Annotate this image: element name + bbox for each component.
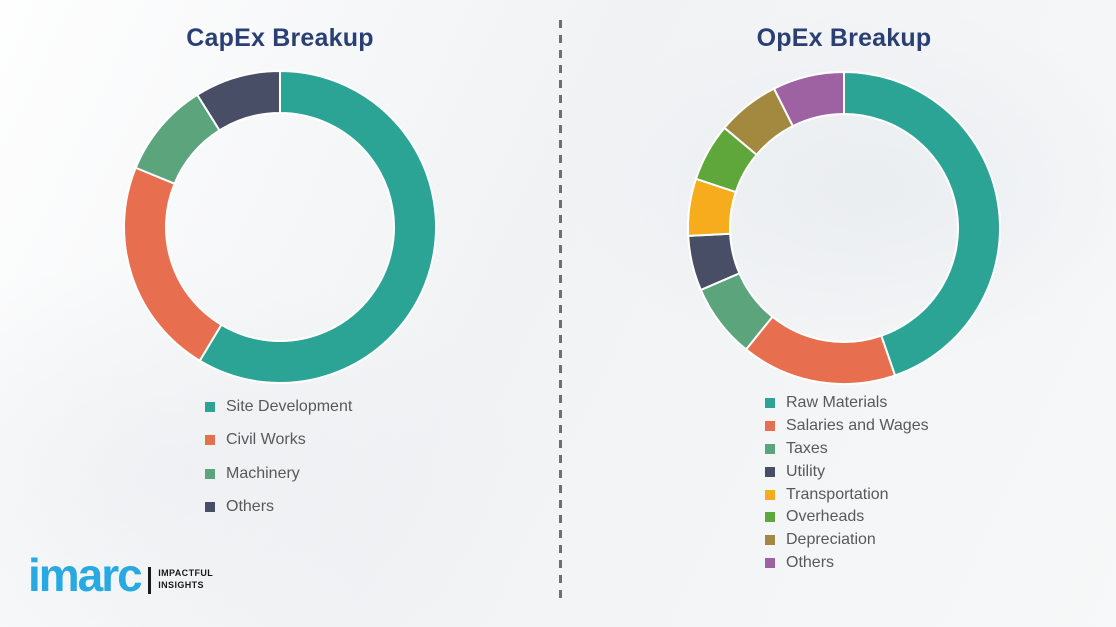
legend-item-overheads: Overheads bbox=[765, 506, 929, 529]
legend-label-transportation: Transportation bbox=[786, 485, 889, 503]
imarc-logo-wordmark: imarc bbox=[28, 549, 143, 601]
legend-swatch-others bbox=[765, 557, 775, 568]
legend-label-depreciation: Depreciation bbox=[786, 531, 876, 549]
legend-item-depreciation: Depreciation bbox=[765, 529, 929, 552]
legend-item-raw-materials: Raw Materials bbox=[765, 392, 929, 415]
legend-label-site-development: Site Development bbox=[226, 397, 353, 415]
capex-legend: Site Development Civil Works Machinery Othe… bbox=[205, 390, 352, 524]
legend-swatch-taxes bbox=[765, 443, 775, 454]
donut-segment-salaries-and-wages bbox=[745, 315, 896, 385]
legend-item-machinery: Machinery bbox=[205, 457, 352, 491]
donut-segment-others bbox=[196, 70, 281, 132]
donut-segment-site-development bbox=[198, 70, 438, 384]
opex-legend: Raw Materials Salaries and Wages Taxes Util… bbox=[765, 392, 929, 574]
logo-tagline-line2: INSIGHTS bbox=[158, 580, 204, 591]
legend-swatch-machinery bbox=[205, 468, 215, 479]
donut-segment-raw-materials bbox=[843, 71, 1001, 377]
legend-item-others: Others bbox=[765, 552, 929, 575]
legend-item-salaries-and-wages: Salaries and Wages bbox=[765, 415, 929, 438]
legend-label-raw-materials: Raw Materials bbox=[786, 394, 888, 412]
legend-label-others: Others bbox=[786, 553, 835, 571]
legend-swatch-transportation bbox=[765, 489, 775, 500]
legend-label-civil-works: Civil Works bbox=[226, 431, 306, 449]
legend-item-utility: Utility bbox=[765, 460, 929, 483]
legend-item-others: Others bbox=[205, 491, 352, 525]
legend-swatch-utility bbox=[765, 466, 775, 477]
legend-swatch-raw-materials bbox=[765, 398, 775, 409]
legend-item-taxes: Taxes bbox=[765, 438, 929, 461]
legend-swatch-overheads bbox=[765, 512, 775, 523]
legend-label-others: Others bbox=[226, 498, 275, 516]
capex-donut-chart bbox=[123, 70, 438, 384]
vertical-dashed-divider bbox=[559, 20, 562, 605]
imarc-logo: imarc IMPACTFUL INSIGHTS bbox=[28, 549, 213, 601]
legend-label-machinery: Machinery bbox=[226, 464, 300, 482]
legend-swatch-salaries-and-wages bbox=[765, 421, 775, 432]
legend-label-taxes: Taxes bbox=[786, 439, 828, 457]
donut-segment-others bbox=[773, 71, 845, 128]
legend-item-transportation: Transportation bbox=[765, 483, 929, 506]
legend-swatch-civil-works bbox=[205, 435, 215, 446]
opex-chart-title: OpEx Breakup bbox=[756, 24, 932, 52]
legend-label-utility: Utility bbox=[786, 462, 826, 480]
legend-swatch-depreciation bbox=[765, 535, 775, 546]
legend-item-site-development: Site Development bbox=[205, 390, 352, 424]
capex-chart-title: CapEx Breakup bbox=[186, 24, 374, 52]
logo-divider-bar bbox=[147, 566, 152, 594]
legend-item-civil-works: Civil Works bbox=[205, 424, 352, 458]
legend-label-salaries-and-wages: Salaries and Wages bbox=[786, 417, 929, 435]
legend-swatch-site-development bbox=[205, 401, 215, 412]
logo-tagline: IMPACTFUL INSIGHTS bbox=[158, 568, 213, 591]
legend-label-overheads: Overheads bbox=[786, 508, 865, 526]
legend-swatch-others bbox=[205, 502, 215, 513]
opex-donut-chart bbox=[687, 71, 1001, 385]
logo-tagline-line1: IMPACTFUL bbox=[158, 568, 214, 579]
donut-segment-civil-works bbox=[123, 166, 223, 362]
